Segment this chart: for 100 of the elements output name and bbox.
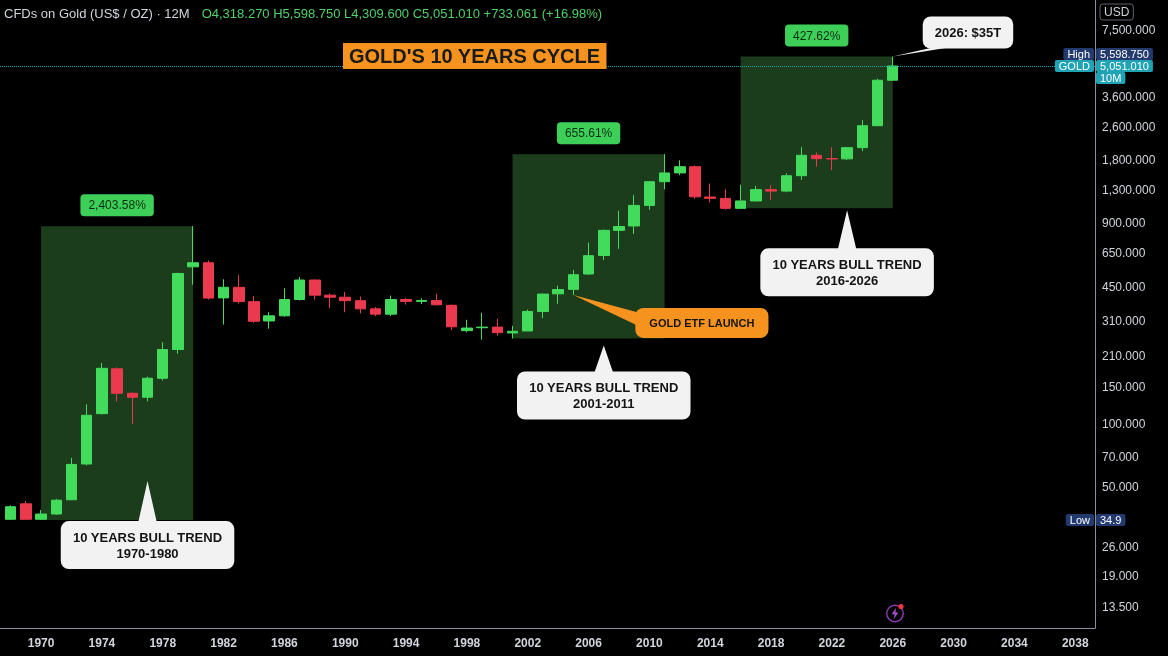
- candlestick: [750, 185, 762, 202]
- y-tick-label: 2,600.000: [1102, 119, 1156, 134]
- candlestick: [187, 225, 199, 286]
- x-tick-label: 2010: [636, 636, 664, 650]
- candlestick: [781, 172, 792, 193]
- candlestick: [157, 341, 168, 381]
- y-tick-label: 5,598.750: [1100, 47, 1149, 60]
- candlestick: [735, 184, 746, 209]
- chart-subtitle: CFDs on Gold (US$ / OZ) · 12M: [4, 5, 190, 21]
- candlestick: [796, 146, 807, 181]
- y-tick-label: 5,051.010: [1100, 59, 1149, 72]
- x-tick-label: 2030: [940, 636, 968, 650]
- text: GOLD'S 10 YEARS CYCLE: [349, 45, 601, 67]
- y-tick-label: 1,300.000: [1102, 182, 1156, 197]
- y-tick-label: 3,600.000: [1102, 89, 1156, 104]
- candlestick: [416, 297, 427, 305]
- annotation: Low: [1069, 514, 1091, 527]
- candlestick: [720, 188, 731, 211]
- text: 10M: [1100, 71, 1122, 84]
- y-tick-label: 34.9: [1100, 514, 1122, 527]
- candlestick: [887, 56, 898, 81]
- candlestick: [355, 296, 366, 314]
- candlestick: [476, 312, 488, 341]
- x-tick-label: 1982: [210, 636, 238, 650]
- band-label: 2,403.58%: [88, 198, 147, 213]
- x-tick-label: 1986: [271, 636, 299, 650]
- x-tick-label: 1994: [392, 636, 420, 650]
- band-label: 427.62%: [793, 28, 841, 43]
- candlestick: [811, 151, 822, 168]
- candlestick: [385, 295, 397, 317]
- x-tick-label: 2034: [1001, 636, 1029, 650]
- x-tick-label: 1974: [88, 636, 116, 650]
- candlestick: [203, 259, 214, 300]
- candlestick: [20, 500, 32, 521]
- candlestick: [598, 228, 610, 261]
- x-tick-label: 2014: [696, 636, 724, 650]
- x-tick-label: 1970: [27, 636, 55, 650]
- x-tick-label: 2038: [1061, 636, 1089, 650]
- y-tick-label: 13.500: [1102, 599, 1140, 614]
- candlestick: [583, 242, 594, 276]
- candlestick: [218, 278, 229, 326]
- y-tick-label: 7,500.000: [1102, 22, 1156, 37]
- candlestick: [111, 366, 123, 402]
- candlestick: [659, 153, 670, 190]
- annotation: 2026: $35T: [934, 25, 1002, 41]
- candlestick: [370, 306, 381, 317]
- y-tick-label: 50.000: [1102, 480, 1140, 495]
- candlestick: [644, 180, 655, 211]
- annotation: 10 YEARS BULL TREND 2001-2011: [529, 380, 679, 412]
- candlestick: [689, 165, 701, 200]
- candlestick: [446, 304, 457, 331]
- candlestick: [5, 504, 16, 521]
- candlestick: [568, 269, 579, 296]
- candlestick: [522, 309, 533, 332]
- candlestick: [704, 183, 716, 203]
- x-tick-label: 2002: [514, 636, 542, 650]
- y-tick-label: 150.000: [1102, 379, 1146, 394]
- y-tick-label: 70.000: [1102, 449, 1140, 464]
- candlestick: [248, 295, 260, 324]
- candlestick: [826, 146, 838, 171]
- candlestick: [172, 272, 184, 355]
- annotation: 10 YEARS BULL TREND 1970-1980: [72, 529, 223, 561]
- y-tick-label: 650.000: [1102, 246, 1146, 261]
- x-tick-label: 1990: [331, 636, 359, 650]
- y-axis-title: USD: [1104, 5, 1130, 19]
- x-tick-label: 1998: [453, 636, 481, 650]
- candlestick: [461, 319, 473, 333]
- candlestick: [613, 210, 625, 250]
- band-label: 655.61%: [564, 126, 613, 141]
- x-tick-label: 2022: [818, 636, 846, 650]
- x-tick-label: 2018: [757, 636, 785, 650]
- candlestick: [492, 318, 503, 337]
- candlestick: [339, 291, 351, 313]
- annotation: High: [1067, 47, 1090, 60]
- y-tick-label: 26.000: [1102, 539, 1140, 554]
- x-tick-label: 2006: [575, 636, 603, 650]
- y-tick-label: 19.000: [1102, 568, 1140, 583]
- candlestick: [507, 325, 518, 340]
- candlestick: [279, 287, 290, 318]
- candlestick: [142, 376, 153, 402]
- candlestick: [309, 278, 321, 300]
- y-tick-label: 450.000: [1102, 279, 1146, 294]
- candlestick: [81, 403, 92, 466]
- candlestick: [552, 285, 564, 305]
- candlestick: [66, 457, 77, 501]
- candlestick: [841, 146, 853, 161]
- annotation: 10 YEARS BULL TREND 2016-2026: [772, 256, 922, 288]
- ref-line-label: GOLD: [1058, 59, 1091, 72]
- candlestick: [674, 159, 686, 176]
- x-tick-label: 2026: [879, 636, 907, 650]
- candlestick: [400, 297, 412, 306]
- y-tick-label: 1,800.000: [1102, 153, 1156, 168]
- candlestick: [294, 276, 305, 301]
- annotation: O4,318.270 H5,598.750 L4,309.600 C5,051.010 +733.061 (+16.98%): [201, 5, 603, 21]
- candlestick: [127, 392, 138, 425]
- y-tick-label: 100.000: [1102, 416, 1146, 431]
- candlestick: [537, 293, 549, 319]
- candlestick: [431, 293, 442, 306]
- x-tick-label: 1978: [149, 636, 177, 650]
- y-tick-label: 310.000: [1102, 313, 1146, 328]
